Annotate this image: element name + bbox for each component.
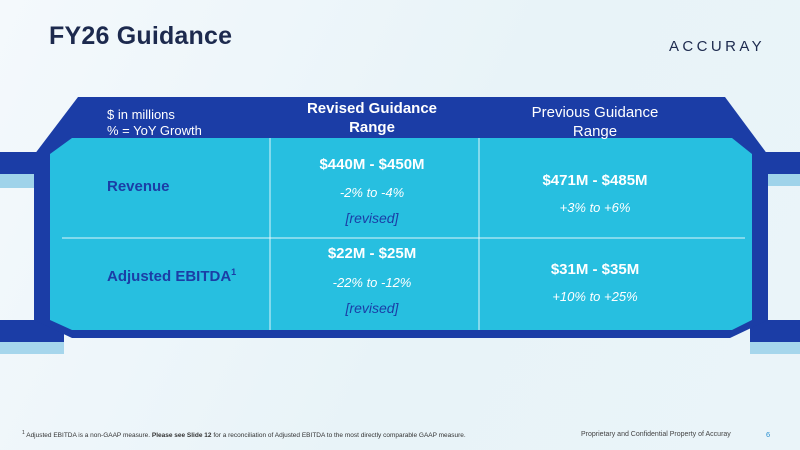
revised-header-line-2: Range <box>349 119 395 136</box>
page-number: 6 <box>766 430 771 439</box>
cyan-body <box>50 138 752 330</box>
revenue-revised-note: [revised] <box>345 210 399 226</box>
units-line-2: % = YoY Growth <box>107 123 202 138</box>
revenue-previous-range: $471M - $485M <box>542 172 648 189</box>
adjusted-ebitda-label-text: Adjusted EBITDA <box>107 268 232 285</box>
previous-header-line-2: Range <box>572 123 618 140</box>
footnote-slide-reference: Please see Slide 12 <box>151 432 212 440</box>
previous-header-line-1: Previous Guidance <box>531 104 659 121</box>
revenue-revised-growth: -2% to -4% <box>339 185 405 200</box>
ebitda-revised-range: $22M - $25M <box>327 245 417 262</box>
footnote-text: Adjusted EBITDA is a non-GAAP measure. <box>26 432 151 440</box>
ebitda-revised-growth: -22% to -12% <box>332 275 412 290</box>
page-title: FY26 Guidance <box>49 22 233 50</box>
left-accent-stripe-bottom <box>0 342 64 354</box>
right-accent-stripe-bottom <box>750 342 800 354</box>
previous-guidance-header: Previous Guidance Range <box>480 103 710 141</box>
revised-header-line-1: Revised Guidance <box>306 100 438 117</box>
footnote-number: 1 <box>22 430 25 436</box>
footnote: 1 Adjusted EBITDA is a non-GAAP measure.… <box>22 430 466 439</box>
units-legend: $ in millions % = YoY Growth <box>107 107 267 139</box>
revenue-row-label: Revenue <box>107 178 170 195</box>
confidential-notice: Proprietary and Confidential Property of… <box>581 431 731 438</box>
ebitda-previous-growth: +10% to +25% <box>552 289 638 304</box>
units-line-1: $ in millions <box>107 107 175 122</box>
revised-guidance-header: Revised Guidance Range <box>272 99 472 137</box>
right-accent-bar-bottom <box>750 320 800 342</box>
footnote-rest: for a reconciliation of Adjusted EBITDA … <box>213 432 466 440</box>
adjusted-ebitda-row-label: Adjusted EBITDA1 <box>107 267 236 285</box>
revenue-revised-range: $440M - $450M <box>319 156 425 173</box>
footnote-marker-superscript: 1 <box>231 267 237 277</box>
revenue-previous-growth: +3% to +6% <box>559 200 631 215</box>
accuray-logo: ACCURAY <box>669 38 766 55</box>
ebitda-revised-note: [revised] <box>345 300 399 316</box>
ebitda-previous-range: $31M - $35M <box>550 261 640 278</box>
